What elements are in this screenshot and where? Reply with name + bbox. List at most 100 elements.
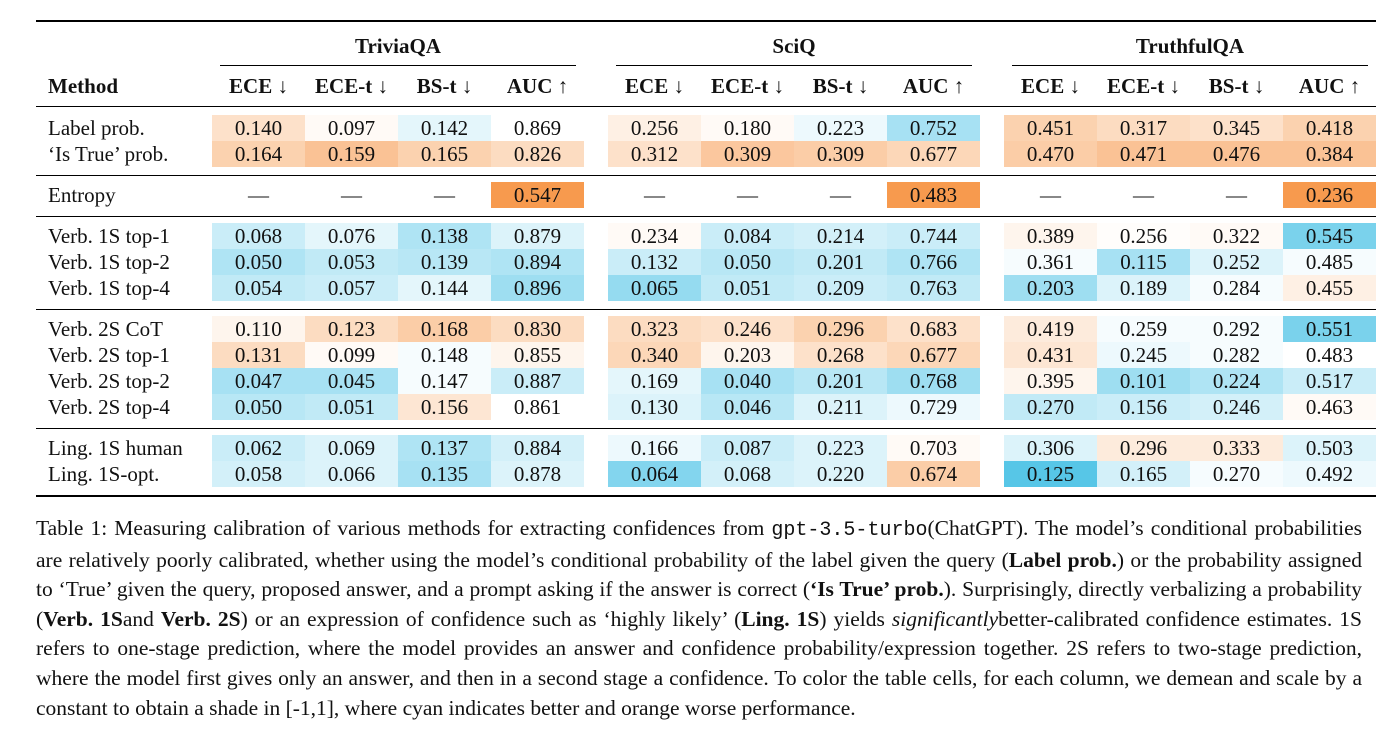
table-cell: 0.282 xyxy=(1190,342,1283,368)
table-cell: 0.076 xyxy=(305,223,398,249)
table-cell: 0.683 xyxy=(887,316,980,342)
table-row: Verb. 2S CoT 0.110 0.123 0.168 0.830 0.323 0.2… xyxy=(36,316,1376,342)
method-label: Entropy xyxy=(48,183,116,207)
table-cell: 0.674 xyxy=(887,461,980,487)
table-cell: — xyxy=(644,183,665,207)
metric-header-bs-t: BS-t ↓ xyxy=(416,73,473,98)
table-cell: 0.087 xyxy=(701,435,794,461)
table-cell: 0.101 xyxy=(1097,368,1190,394)
table-cell: 0.050 xyxy=(212,249,305,275)
table-cell: — xyxy=(341,183,362,207)
method-label: Verb. 2S top-1 xyxy=(48,343,170,367)
table-cell: 0.065 xyxy=(608,275,701,301)
table-cell: 0.768 xyxy=(887,368,980,394)
table-cell: 0.492 xyxy=(1283,461,1376,487)
table-cell: 0.131 xyxy=(212,342,305,368)
table-cell: 0.084 xyxy=(701,223,794,249)
table-cell: — xyxy=(1040,183,1061,207)
table-cell: 0.887 xyxy=(491,368,584,394)
group-divider xyxy=(36,175,1376,182)
group-divider xyxy=(36,216,1376,223)
table-cell: 0.455 xyxy=(1283,275,1376,301)
table-cell: 0.211 xyxy=(794,394,887,420)
table-cell: 0.053 xyxy=(305,249,398,275)
table-cell: 0.165 xyxy=(398,141,491,167)
method-label: Verb. 1S top-1 xyxy=(48,224,170,248)
table-cell: 0.097 xyxy=(305,115,398,141)
table-cell: 0.517 xyxy=(1283,368,1376,394)
metric-header-auc: AUC ↑ xyxy=(506,73,569,98)
dataset-header-truthfulqa: TruthfulQA xyxy=(1004,34,1376,66)
table-cell: 0.209 xyxy=(794,275,887,301)
table-cell: 0.384 xyxy=(1283,141,1376,167)
method-label: Verb. 2S top-4 xyxy=(48,395,170,419)
metric-header-bs-t: BS-t ↓ xyxy=(1208,73,1265,98)
metric-header-bs-t: BS-t ↓ xyxy=(812,73,869,98)
dataset-header-sciq: SciQ xyxy=(608,34,980,66)
method-label: Ling. 1S-opt. xyxy=(48,462,160,486)
table-cell: 0.142 xyxy=(398,115,491,141)
table-cell: 0.135 xyxy=(398,461,491,487)
table-cell: 0.451 xyxy=(1004,115,1097,141)
table-cell: 0.125 xyxy=(1004,461,1097,487)
table-cell: 0.322 xyxy=(1190,223,1283,249)
table-cell: 0.156 xyxy=(398,394,491,420)
caption-bold-term: Ling. 1S xyxy=(741,606,820,631)
table-cell: 0.068 xyxy=(212,223,305,249)
table-cell: 0.069 xyxy=(305,435,398,461)
table-row: Verb. 1S top-4 0.054 0.057 0.144 0.896 0.065 0… xyxy=(36,275,1376,301)
table-cell: 0.168 xyxy=(398,316,491,342)
table-cell: 0.312 xyxy=(608,141,701,167)
table-cell: 0.431 xyxy=(1004,342,1097,368)
table-cell: 0.744 xyxy=(887,223,980,249)
table-cell: 0.470 xyxy=(1004,141,1097,167)
table-cell: 0.045 xyxy=(305,368,398,394)
metric-header-auc: AUC ↑ xyxy=(902,73,965,98)
metric-header-ece-t: ECE-t ↓ xyxy=(315,73,388,98)
table-cell: 0.483 xyxy=(1305,343,1354,367)
table-cell: — xyxy=(1226,183,1247,207)
table-cell: 0.677 xyxy=(887,342,980,368)
caption-model-name: gpt-3.5-turbo xyxy=(771,519,928,542)
table-cell: 0.894 xyxy=(491,249,584,275)
table-cell: 0.547 xyxy=(491,182,584,208)
table-cell: 0.234 xyxy=(608,223,701,249)
table-cell: 0.296 xyxy=(794,316,887,342)
table-cell: 0.270 xyxy=(1004,394,1097,420)
table-cell: 0.166 xyxy=(608,435,701,461)
table-row: Verb. 1S top-1 0.068 0.076 0.138 0.879 0.234 0… xyxy=(36,223,1376,249)
table-cell: 0.203 xyxy=(1004,275,1097,301)
table-cell: 0.040 xyxy=(701,368,794,394)
table-cell: 0.884 xyxy=(491,435,584,461)
table-cell: 0.236 xyxy=(1283,182,1376,208)
table-cell: 0.323 xyxy=(608,316,701,342)
table-cell: 0.869 xyxy=(513,116,562,140)
table-cell: 0.064 xyxy=(608,461,701,487)
caption-text: Table 1: Measuring calibration of variou… xyxy=(36,516,772,540)
table-row: ‘Is True’ prob. 0.164 0.159 0.165 0.826 0.312… xyxy=(36,141,1376,167)
table-cell: 0.292 xyxy=(1190,316,1283,342)
table-cell: 0.144 xyxy=(398,275,491,301)
table-cell: 0.268 xyxy=(794,342,887,368)
caption-bold-term: Label prob. xyxy=(1008,547,1117,572)
dataset-header-triviaqa: TriviaQA xyxy=(212,34,584,66)
metric-header-ece-t: ECE-t ↓ xyxy=(1107,73,1180,98)
table-cell: 0.164 xyxy=(212,141,305,167)
table-row: Ling. 1S human 0.062 0.069 0.137 0.884 0.166 0… xyxy=(36,435,1376,461)
bottom-rule xyxy=(36,495,1376,498)
caption-text: ) yields xyxy=(819,606,892,631)
table-cell: 0.201 xyxy=(794,249,887,275)
table-cell: 0.062 xyxy=(212,435,305,461)
table-cell: 0.057 xyxy=(305,275,398,301)
table-cell: 0.201 xyxy=(794,368,887,394)
caption-bold-term: ‘Is True’ prob. xyxy=(810,577,944,602)
table-cell: 0.051 xyxy=(305,394,398,420)
table-cell: 0.333 xyxy=(1190,435,1283,461)
table-cell: 0.476 xyxy=(1190,141,1283,167)
table-cell: 0.130 xyxy=(608,394,701,420)
caption-emphasis: significantly xyxy=(891,606,999,631)
table-cell: 0.309 xyxy=(794,141,887,167)
table-row: Verb. 1S top-2 0.050 0.053 0.139 0.894 0.132 0… xyxy=(36,249,1376,275)
method-column-header: Method xyxy=(48,73,118,98)
table-cell: 0.729 xyxy=(887,394,980,420)
